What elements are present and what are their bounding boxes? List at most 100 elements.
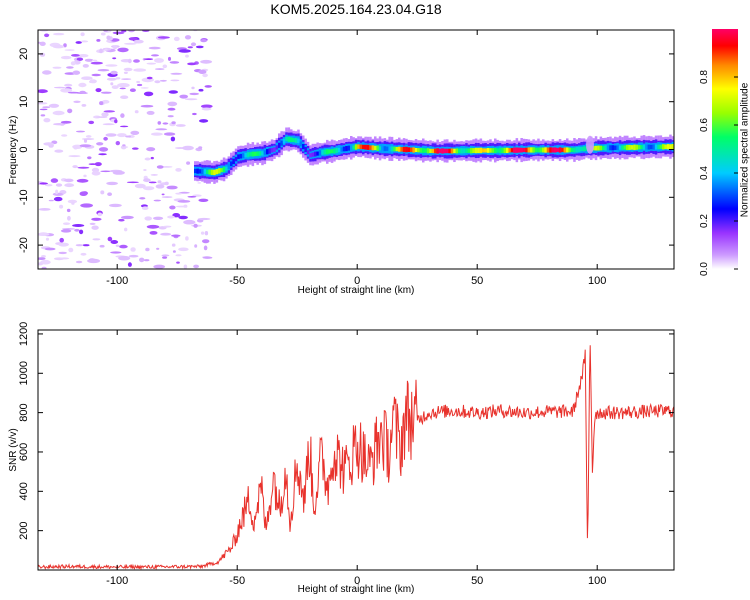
ridge-cell [196, 168, 199, 174]
noise-blob [67, 215, 71, 221]
ridge-cell [369, 145, 372, 150]
noise-blob [150, 174, 158, 176]
noise-blob [199, 119, 209, 123]
ridge-cell [347, 145, 351, 151]
ridge-cell [414, 148, 418, 153]
noise-blob [41, 266, 47, 269]
ridge-cell [563, 147, 567, 153]
ridge-cell [669, 144, 672, 150]
noise-blob [193, 223, 198, 228]
noise-blob [98, 147, 109, 152]
noise-blob [123, 71, 128, 75]
ridge-cell [333, 148, 336, 154]
noise-region [38, 30, 213, 269]
noise-blob [202, 73, 208, 78]
spectrogram-x-ticks: -100 -50 0 50 100 [106, 30, 606, 287]
noise-blob [168, 90, 178, 94]
noise-blob [170, 136, 176, 142]
y-tick-label: 600 [18, 443, 30, 461]
chart-title: KOM5.2025.164.23.04.G18 [270, 1, 441, 17]
ridge-cell [616, 145, 619, 150]
ridge-cell [266, 149, 269, 155]
ridge-cell [239, 153, 243, 159]
noise-blob [67, 91, 80, 94]
noise-blob [91, 225, 99, 230]
noise-blob [70, 61, 76, 66]
ridge-cell [638, 145, 641, 150]
ridge-cell [489, 148, 492, 153]
ridge-cell [321, 150, 324, 155]
noise-blob [204, 231, 209, 236]
noise-blob [44, 33, 50, 38]
ridge-cell [234, 156, 238, 162]
ridge-cell [429, 148, 432, 154]
ridge-cell [383, 146, 387, 152]
ridge-cell [515, 147, 519, 153]
ridge-cell [335, 147, 339, 153]
noise-blob [133, 59, 140, 63]
noise-blob [200, 104, 213, 109]
noise-blob [121, 78, 132, 80]
noise-blob [200, 231, 205, 235]
noise-blob [172, 250, 176, 253]
ridge-cell [621, 145, 624, 150]
noise-blob [59, 257, 70, 260]
ridge-cell [645, 144, 648, 150]
noise-blob [143, 169, 147, 171]
noise-blob [91, 217, 102, 221]
noise-blob [43, 118, 51, 123]
ridge-cell [278, 142, 281, 148]
noise-blob [117, 83, 130, 88]
ridge-cell [664, 144, 667, 150]
noise-blob [112, 31, 125, 35]
x-tick-label: -50 [229, 275, 245, 287]
ridge-cell [630, 145, 634, 150]
noise-blob [143, 186, 155, 191]
noise-blob [102, 123, 115, 126]
noise-blob [87, 258, 101, 264]
y-tick-label: 800 [18, 403, 30, 421]
spectrogram-y-ticks: -20 -10 0 10 20 [18, 48, 674, 253]
ridge-cell [498, 147, 502, 154]
noise-blob [175, 147, 186, 149]
noise-blob [146, 147, 156, 152]
noise-blob [189, 92, 199, 96]
noise-blob [99, 244, 105, 248]
ridge-cell [426, 148, 430, 154]
noise-blob [38, 232, 50, 236]
noise-blob [100, 190, 105, 195]
ridge-cell [554, 147, 557, 153]
noise-blob [121, 215, 134, 220]
noise-blob [71, 54, 80, 57]
noise-blob [53, 86, 66, 89]
ridge-cell [458, 148, 461, 154]
noise-blob [136, 80, 141, 84]
ridge-cell [395, 147, 399, 152]
noise-blob [63, 222, 70, 225]
ridge-cell [494, 147, 497, 154]
ridge-cell [537, 147, 540, 153]
noise-blob [198, 146, 203, 149]
ridge-cell [539, 147, 543, 153]
noise-blob [73, 145, 78, 150]
ridge-cell [606, 145, 610, 151]
noise-blob [76, 178, 89, 183]
ridge-cell [510, 148, 514, 153]
noise-blob [159, 79, 167, 82]
noise-blob [68, 155, 81, 158]
ridge-cell [203, 169, 207, 175]
snr-x-ticks: -100 -50 0 50 100 [106, 330, 606, 587]
noise-blob [169, 205, 176, 210]
ridge-cell [417, 148, 420, 153]
ridge-cell [285, 136, 288, 142]
noise-blob [117, 47, 129, 53]
noise-blob [178, 215, 188, 220]
ridge-cell [455, 148, 459, 154]
ridge-cell [412, 147, 415, 153]
noise-blob [97, 212, 103, 217]
noise-blob [67, 108, 73, 114]
ridge-cell [402, 146, 406, 153]
noise-blob [103, 136, 108, 141]
noise-blob [64, 49, 75, 51]
noise-blob [110, 240, 119, 244]
